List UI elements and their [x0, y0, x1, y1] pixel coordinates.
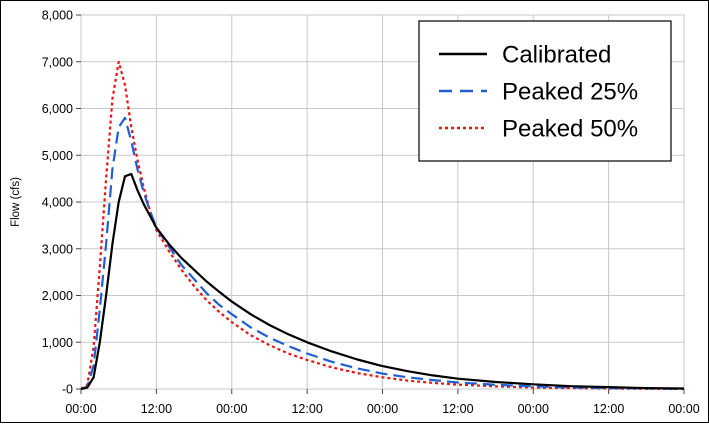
x-axis-ticks: 00:00 12:00 00:00 12:00 00:00 12:00 00:00 12:00…	[65, 389, 700, 416]
series-line-peaked-25	[80, 116, 685, 391]
x-tick-label: 12:00	[593, 402, 624, 416]
series-lines	[80, 60, 685, 391]
x-tick-label: 00:00	[367, 402, 398, 416]
y-axis-label: Flow (cfs)	[10, 177, 22, 227]
y-tick-label: 6,000	[42, 102, 73, 116]
legend-label: Peaked 25%	[502, 79, 638, 106]
x-tick-label: 12:00	[442, 402, 473, 416]
y-tick-label: 3,000	[42, 242, 73, 256]
legend-label: Peaked 50%	[502, 116, 638, 143]
y-tick-label: -0	[62, 383, 73, 397]
legend-label: Calibrated	[502, 42, 611, 69]
series-line-peaked-50	[80, 60, 685, 390]
y-tick-label: 1,000	[42, 336, 73, 350]
legend: Calibrated Peaked 25% Peaked 50%	[418, 20, 672, 162]
y-tick-label: 7,000	[42, 55, 73, 69]
series-line-calibrated	[80, 172, 685, 391]
y-axis-ticks: -0 1,000 2,000 3,000 4,000 5,000 6,000 7,000 8,0…	[42, 9, 81, 397]
y-tick-label: 8,000	[42, 9, 73, 23]
x-tick-label: 00:00	[216, 402, 247, 416]
x-tick-label: 12:00	[141, 402, 172, 416]
y-tick-label: 5,000	[42, 149, 73, 163]
x-tick-label: 12:00	[291, 402, 322, 416]
y-tick-label: 4,000	[42, 196, 73, 210]
x-tick-label: 00:00	[65, 402, 96, 416]
x-tick-label: 00:00	[518, 402, 549, 416]
x-tick-label: 00:00	[668, 402, 699, 416]
y-tick-label: 2,000	[42, 289, 73, 303]
